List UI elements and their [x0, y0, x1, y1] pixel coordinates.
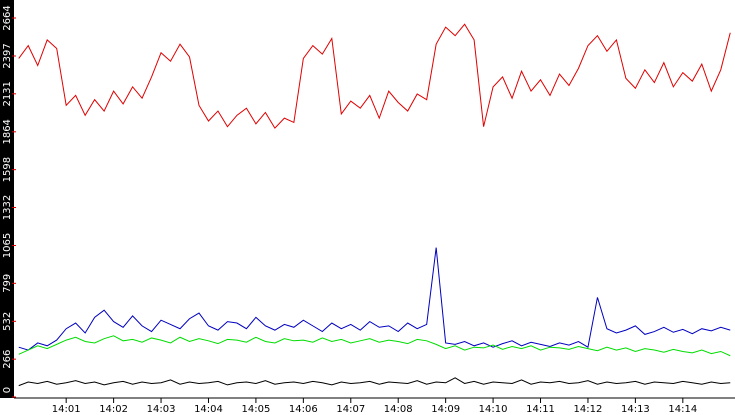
y-tick-label: 2397 [2, 43, 13, 68]
x-tick-label: 14:08 [384, 404, 413, 415]
x-tick-label: 14:04 [194, 404, 223, 415]
y-tick-label: 266 [2, 350, 13, 369]
x-tick-label: 14:07 [336, 404, 365, 415]
x-tick-label: 14:05 [242, 404, 271, 415]
y-tick-label: 2131 [2, 81, 13, 106]
x-tick-label: 14:12 [574, 404, 603, 415]
y-tick-label: 1598 [2, 157, 13, 182]
y-tick-label: 0 [2, 387, 13, 393]
y-tick-label: 532 [2, 312, 13, 331]
x-tick-label: 14:02 [99, 404, 128, 415]
y-tick-label: 2664 [2, 5, 13, 30]
y-tick-label: 1332 [2, 195, 13, 220]
series-line [18, 335, 731, 357]
x-tick-label: 14:13 [621, 404, 650, 415]
series-line [18, 247, 731, 351]
x-tick-label: 14:01 [52, 404, 81, 415]
y-tick-label: 1065 [2, 233, 13, 258]
x-tick-label: 14:11 [526, 404, 555, 415]
x-tick-label: 14:14 [668, 404, 697, 415]
y-axis-strip [0, 0, 14, 398]
y-tick-label: 799 [2, 274, 13, 293]
y-tick-label: 1864 [2, 119, 13, 144]
x-tick-label: 14:10 [479, 404, 508, 415]
x-tick-label: 14:09 [431, 404, 460, 415]
series-line [18, 377, 731, 387]
x-tick-label: 14:03 [147, 404, 176, 415]
series-line [18, 23, 731, 129]
x-tick-label: 14:06 [289, 404, 318, 415]
